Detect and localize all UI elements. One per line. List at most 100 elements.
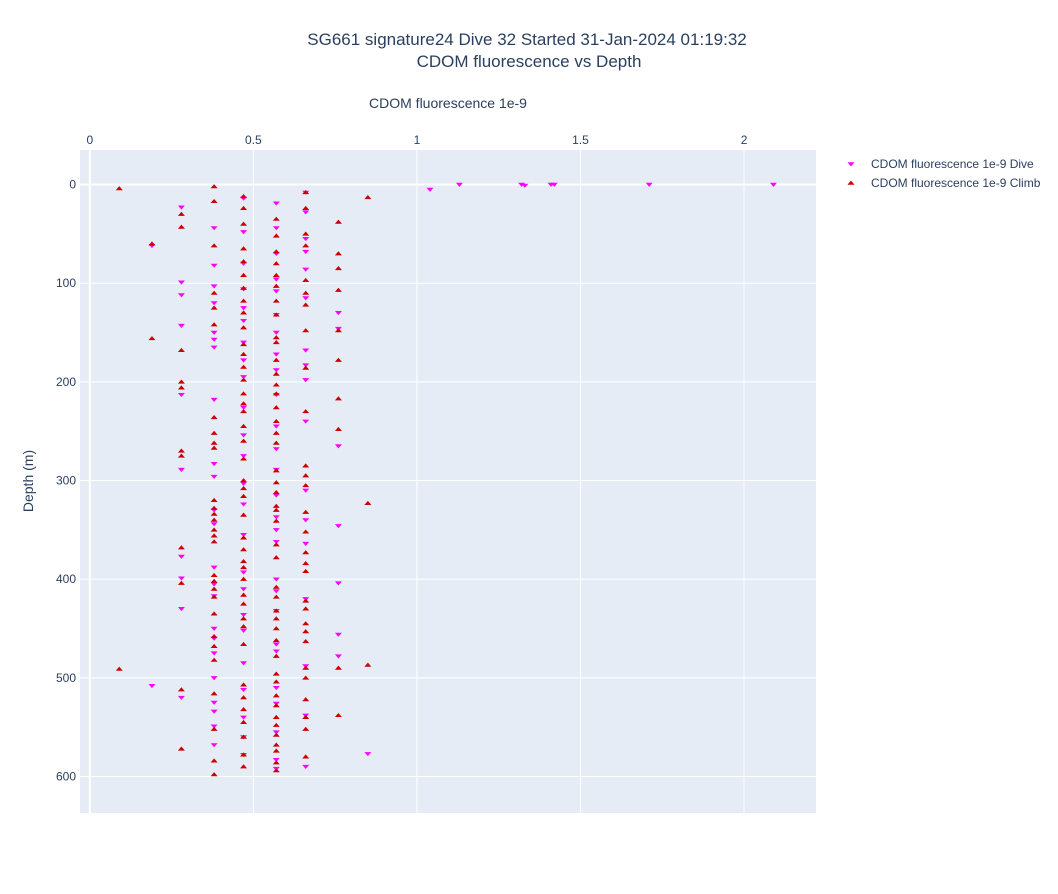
climb-point[interactable] <box>240 205 248 210</box>
climb-point[interactable] <box>302 277 310 282</box>
climb-point[interactable] <box>240 364 248 369</box>
climb-point[interactable] <box>148 336 156 341</box>
climb-point[interactable] <box>364 500 372 505</box>
climb-point[interactable] <box>240 547 248 552</box>
climb-point[interactable] <box>210 184 218 189</box>
dive-point[interactable] <box>240 570 248 575</box>
climb-point[interactable] <box>177 580 185 585</box>
dive-point[interactable] <box>272 201 280 206</box>
dive-point[interactable] <box>240 661 248 666</box>
dive-point[interactable] <box>210 263 218 268</box>
climb-point[interactable] <box>272 480 280 485</box>
climb-point[interactable] <box>272 608 280 613</box>
climb-point[interactable] <box>240 592 248 597</box>
climb-point[interactable] <box>302 697 310 702</box>
climb-point[interactable] <box>210 758 218 763</box>
dive-point[interactable] <box>272 589 280 594</box>
climb-point[interactable] <box>272 298 280 303</box>
climb-point[interactable] <box>210 527 218 532</box>
climb-point[interactable] <box>272 468 280 473</box>
climb-point[interactable] <box>240 682 248 687</box>
dive-point[interactable] <box>240 612 248 618</box>
dive-point[interactable] <box>210 651 218 656</box>
dive-point[interactable] <box>210 676 218 681</box>
climb-point[interactable] <box>302 409 310 414</box>
dive-point[interactable] <box>240 318 248 324</box>
climb-point[interactable] <box>210 505 218 510</box>
climb-point[interactable] <box>240 486 248 491</box>
legend-item-dive[interactable]: CDOM fluorescence 1e-9 Dive <box>847 157 1035 171</box>
climb-point[interactable] <box>210 772 218 777</box>
climb-point[interactable] <box>272 732 280 737</box>
climb-point[interactable] <box>272 335 280 340</box>
climb-point[interactable] <box>272 518 280 523</box>
dive-point[interactable] <box>177 280 185 285</box>
climb-point[interactable] <box>302 598 310 603</box>
climb-point[interactable] <box>210 517 218 522</box>
dive-point[interactable] <box>272 515 280 520</box>
dive-point[interactable] <box>645 182 653 187</box>
climb-point[interactable] <box>240 351 248 356</box>
climb-point[interactable] <box>210 290 218 295</box>
dive-point[interactable] <box>240 230 248 235</box>
dive-point[interactable] <box>334 581 342 586</box>
climb-point[interactable] <box>210 322 218 327</box>
climb-point[interactable] <box>210 440 218 445</box>
climb-point[interactable] <box>210 445 218 450</box>
dive-point[interactable] <box>550 182 558 187</box>
climb-point[interactable] <box>210 198 218 204</box>
climb-point[interactable] <box>210 243 218 248</box>
climb-point[interactable] <box>334 328 342 333</box>
climb-point[interactable] <box>272 742 280 747</box>
dive-point[interactable] <box>240 306 248 311</box>
climb-point[interactable] <box>177 211 185 216</box>
climb-point[interactable] <box>334 287 342 292</box>
climb-point[interactable] <box>240 764 248 769</box>
climb-point[interactable] <box>272 722 280 727</box>
climb-point[interactable] <box>302 629 310 634</box>
dive-point[interactable] <box>177 293 185 298</box>
climb-point[interactable] <box>272 703 280 708</box>
dive-point[interactable] <box>210 582 218 587</box>
climb-point[interactable] <box>302 714 310 720</box>
climb-point[interactable] <box>240 194 248 199</box>
climb-point[interactable] <box>240 624 248 629</box>
dive-point[interactable] <box>240 533 248 538</box>
climb-point[interactable] <box>272 693 280 698</box>
climb-point[interactable] <box>210 657 218 662</box>
dive-point[interactable] <box>272 330 280 335</box>
climb-point[interactable] <box>302 675 310 680</box>
climb-point[interactable] <box>240 695 248 700</box>
dive-point[interactable] <box>272 685 280 691</box>
climb-point[interactable] <box>272 503 280 508</box>
climb-point[interactable] <box>272 671 280 676</box>
climb-point[interactable] <box>240 641 248 647</box>
dive-point[interactable] <box>302 541 310 547</box>
climb-point[interactable] <box>240 752 248 757</box>
plot-area[interactable] <box>80 150 816 813</box>
dive-point[interactable] <box>240 358 248 363</box>
climb-point[interactable] <box>240 401 248 406</box>
climb-point[interactable] <box>302 638 310 644</box>
climb-point[interactable] <box>240 719 248 724</box>
climb-point[interactable] <box>272 371 280 376</box>
climb-point[interactable] <box>240 478 248 483</box>
climb-point[interactable] <box>364 662 372 667</box>
dive-point[interactable] <box>210 743 218 748</box>
dive-point[interactable] <box>210 626 218 631</box>
climb-point[interactable] <box>272 542 280 547</box>
dive-point[interactable] <box>240 715 248 720</box>
legend-item-climb[interactable]: CDOM fluorescence 1e-9 Climb <box>847 176 1041 190</box>
dive-point[interactable] <box>521 183 529 188</box>
climb-point[interactable] <box>302 754 310 759</box>
climb-point[interactable] <box>177 545 185 550</box>
dive-point[interactable] <box>240 433 248 438</box>
climb-point[interactable] <box>240 409 248 414</box>
climb-point[interactable] <box>272 616 280 621</box>
dive-point[interactable] <box>302 249 310 254</box>
dive-point[interactable] <box>272 757 280 763</box>
climb-point[interactable] <box>240 438 248 443</box>
climb-point[interactable] <box>272 340 280 345</box>
dive-point[interactable] <box>210 462 218 467</box>
climb-point[interactable] <box>272 440 280 445</box>
